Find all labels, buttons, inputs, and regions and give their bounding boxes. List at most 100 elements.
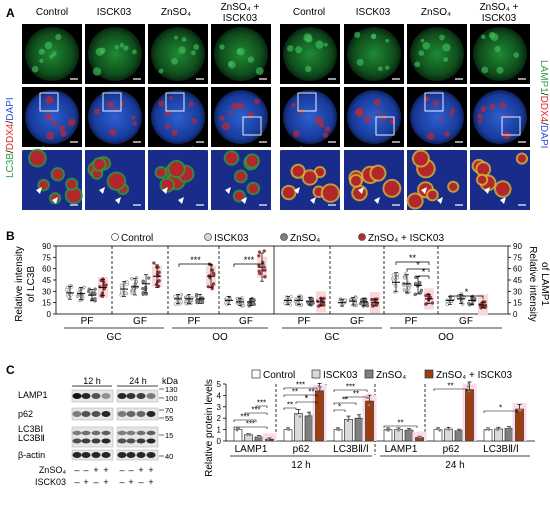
data-point	[93, 297, 97, 301]
data-point	[298, 415, 302, 418]
data-point	[408, 430, 411, 433]
mw-100: 100	[165, 394, 178, 403]
data-point	[438, 429, 441, 432]
data-point	[337, 429, 341, 432]
oocyte-spot	[418, 50, 425, 56]
oocyte	[408, 194, 422, 208]
blot-band	[117, 438, 127, 444]
oocyte-spot	[99, 47, 106, 54]
data-point	[496, 426, 499, 429]
category-label: p62	[293, 444, 310, 455]
mw-15: 15	[165, 431, 173, 440]
blot-band	[146, 438, 156, 444]
oocyte-spot	[58, 125, 66, 132]
col-header-combo-right-1: ZnSO₄ +	[480, 2, 519, 13]
data-point	[152, 261, 156, 265]
oocyte-spot	[219, 44, 225, 50]
treat-sign: +	[138, 465, 143, 475]
oocyte-spot	[228, 110, 232, 115]
blot-band	[101, 430, 111, 436]
data-point	[120, 291, 124, 296]
blot-band	[72, 430, 82, 436]
group-label: GC	[325, 332, 340, 343]
oocyte-spot	[287, 45, 294, 52]
col-header-combo-right-2: ISCK03	[482, 13, 517, 24]
oocyte-spot	[370, 33, 377, 40]
data-point	[257, 263, 261, 268]
oocyte-spot	[114, 45, 120, 50]
arrowhead-icon	[115, 197, 121, 204]
data-point	[506, 428, 509, 431]
data-point	[247, 432, 251, 436]
data-point	[466, 385, 469, 388]
oocyte	[428, 190, 437, 200]
col-header-combo-left-1: ZnSO₄ +	[221, 2, 260, 13]
blot-band	[117, 452, 127, 458]
oocyte-spot	[45, 95, 54, 105]
significance-bracket	[305, 394, 318, 397]
oocyte-spot	[92, 67, 102, 76]
oocyte-spot	[49, 54, 54, 59]
blot-band	[72, 393, 82, 399]
significance-label: ***	[246, 420, 255, 429]
category-label: LAMP1	[385, 444, 418, 455]
blot-band	[146, 430, 156, 436]
treat-sign: +	[148, 477, 153, 487]
data-point	[470, 302, 475, 306]
treat-sign: +	[93, 465, 98, 475]
oocyte-spot	[39, 58, 44, 64]
legend-label: ZnSO₄	[290, 233, 320, 244]
legend-label: ZnSO₄	[376, 370, 406, 381]
col-header-isck03-left: ISCK03	[97, 7, 132, 18]
treat-sign: +	[128, 477, 133, 487]
ytick-label-right: 15	[513, 299, 522, 308]
oocyte-spot	[373, 98, 381, 106]
data-point	[459, 428, 462, 431]
legend-swatch	[311, 369, 321, 379]
blot-kda: kDa	[162, 376, 178, 386]
data-point	[257, 254, 261, 258]
significance-label: ***	[251, 406, 260, 415]
data-point	[414, 275, 418, 279]
data-point	[125, 282, 129, 287]
data-point	[387, 429, 390, 432]
data-point	[266, 438, 269, 441]
oocyte-spot	[123, 45, 129, 51]
data-point	[424, 293, 428, 298]
oocyte	[351, 175, 361, 186]
oocyte-spot	[178, 46, 186, 54]
data-point	[367, 404, 370, 407]
oocyte-spot	[481, 66, 489, 74]
zoom-box	[501, 116, 521, 136]
ytick-label: 60	[42, 265, 51, 274]
left-stain-label: LC3B/DDX4/DAPI	[5, 97, 16, 178]
right-stain-label: LAMP1/DDX4/DAPI	[538, 60, 549, 148]
bar	[294, 413, 303, 442]
b-right-ylabel-1: Relative intensity	[527, 246, 538, 322]
oocyte-spot	[304, 35, 313, 43]
ytick-label-right: 45	[513, 276, 522, 285]
legend-swatch	[364, 369, 374, 379]
blot-strip	[71, 426, 114, 448]
arrowhead-icon	[241, 197, 247, 204]
data-point	[252, 302, 257, 307]
blot-time-24h: 24 h	[129, 376, 147, 386]
blot-band	[72, 452, 82, 458]
blot-band	[117, 393, 127, 399]
oocyte-spot	[222, 122, 231, 131]
significance-label: **	[397, 419, 403, 428]
blot-band	[91, 452, 101, 458]
data-point	[413, 292, 418, 296]
oocyte-spot	[247, 112, 254, 119]
significance-label: **	[292, 388, 298, 397]
blot-label-lamp1: LAMP1	[18, 390, 48, 400]
ovary-section	[347, 90, 401, 144]
oocyte-spot	[45, 113, 53, 121]
blot-band	[72, 411, 82, 417]
ytick-label-right: 30	[513, 287, 522, 296]
oocyte-spot	[385, 38, 390, 43]
group-label: OO	[438, 332, 454, 343]
panel-b-legend: Control ISCK03 ZnSO₄ ZnSO₄ + ISCK03	[111, 233, 444, 244]
data-point	[347, 419, 350, 423]
oocyte	[169, 161, 184, 177]
